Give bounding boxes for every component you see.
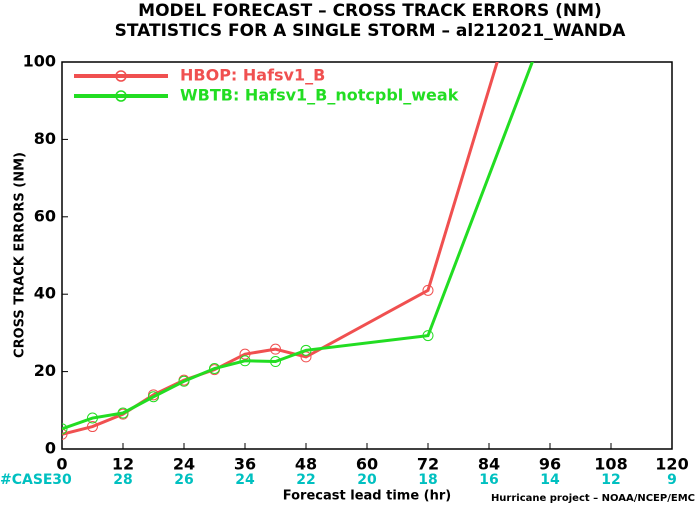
point-marker [87, 421, 98, 433]
chart-subtitle: STATISTICS FOR A SINGLE STORM – al212021… [115, 21, 627, 41]
legend-label: WBTB: Hafsv1_B_notcpbl_weak [180, 86, 459, 105]
x-tick-label: 0 [56, 455, 67, 474]
point-marker [422, 330, 434, 342]
legend-marker [115, 90, 127, 102]
case-count: 14 [540, 472, 560, 488]
point-marker [239, 348, 251, 360]
case-count: 30 [52, 472, 72, 488]
legend-label: HBOP: Hafsv1_B [180, 66, 325, 85]
case-count: 18 [418, 472, 437, 488]
legend-marker [115, 70, 127, 82]
point-marker [270, 343, 281, 355]
x-tick-label: 48 [295, 455, 317, 474]
case-count: 26 [174, 472, 193, 488]
series-line [62, 62, 534, 431]
y-tick-label: 40 [34, 284, 56, 303]
y-tick-label: 80 [34, 129, 56, 148]
chart-title: MODEL FORECAST – CROSS TRACK ERRORS (NM) [138, 1, 602, 21]
plot-frame [61, 61, 673, 450]
case-count: 24 [235, 472, 255, 488]
point-marker [148, 391, 159, 403]
case-label: #CASE [0, 472, 53, 488]
y-tick-label: 0 [45, 439, 56, 458]
point-marker [300, 344, 312, 356]
x-tick-label: 12 [112, 455, 134, 474]
point-marker [239, 355, 251, 367]
case-count: 20 [357, 472, 377, 488]
case-count: 12 [601, 472, 620, 488]
case-count: 9 [667, 472, 677, 488]
footer: Hurricane project – NOAA/NCEP/EMC [491, 493, 695, 504]
point-marker [62, 423, 68, 435]
point-marker [209, 363, 220, 375]
point-marker [117, 407, 129, 419]
case-count: 22 [296, 472, 315, 488]
x-tick-label: 60 [356, 455, 378, 474]
point-marker [422, 284, 434, 296]
x-tick-label: 108 [594, 455, 627, 474]
case-count: 28 [113, 472, 132, 488]
x-tick-label: 120 [655, 455, 688, 474]
x-tick-label: 96 [539, 455, 561, 474]
point-marker [178, 375, 190, 387]
x-tick-label: 72 [417, 455, 439, 474]
point-marker [87, 412, 98, 424]
case-count: 16 [479, 472, 498, 488]
y-tick-label: 20 [34, 361, 56, 380]
y-axis-label: CROSS TRACK ERRORS (NM) [13, 152, 28, 358]
y-tick-label: 100 [23, 52, 56, 71]
x-tick-label: 24 [173, 455, 195, 474]
point-marker [270, 356, 281, 368]
plot-area [62, 62, 534, 440]
y-tick-label: 60 [34, 206, 56, 225]
point-marker [62, 428, 68, 440]
x-tick-label: 84 [478, 455, 500, 474]
x-axis-label: Forecast lead time (hr) [283, 489, 451, 504]
x-tick-label: 36 [234, 455, 256, 474]
